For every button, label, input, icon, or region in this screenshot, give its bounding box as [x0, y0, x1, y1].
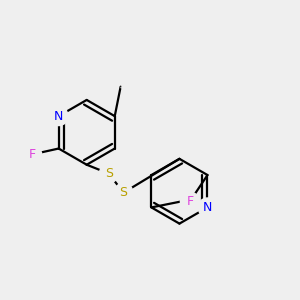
Circle shape	[198, 198, 217, 217]
Text: N: N	[54, 110, 63, 123]
Text: N: N	[203, 201, 212, 214]
Circle shape	[114, 183, 133, 202]
Text: F: F	[28, 148, 36, 161]
Circle shape	[180, 192, 199, 211]
Circle shape	[99, 164, 118, 183]
Text: S: S	[105, 167, 113, 180]
Circle shape	[49, 107, 68, 126]
Text: F: F	[186, 195, 194, 208]
Text: S: S	[119, 186, 128, 199]
Circle shape	[23, 145, 42, 164]
